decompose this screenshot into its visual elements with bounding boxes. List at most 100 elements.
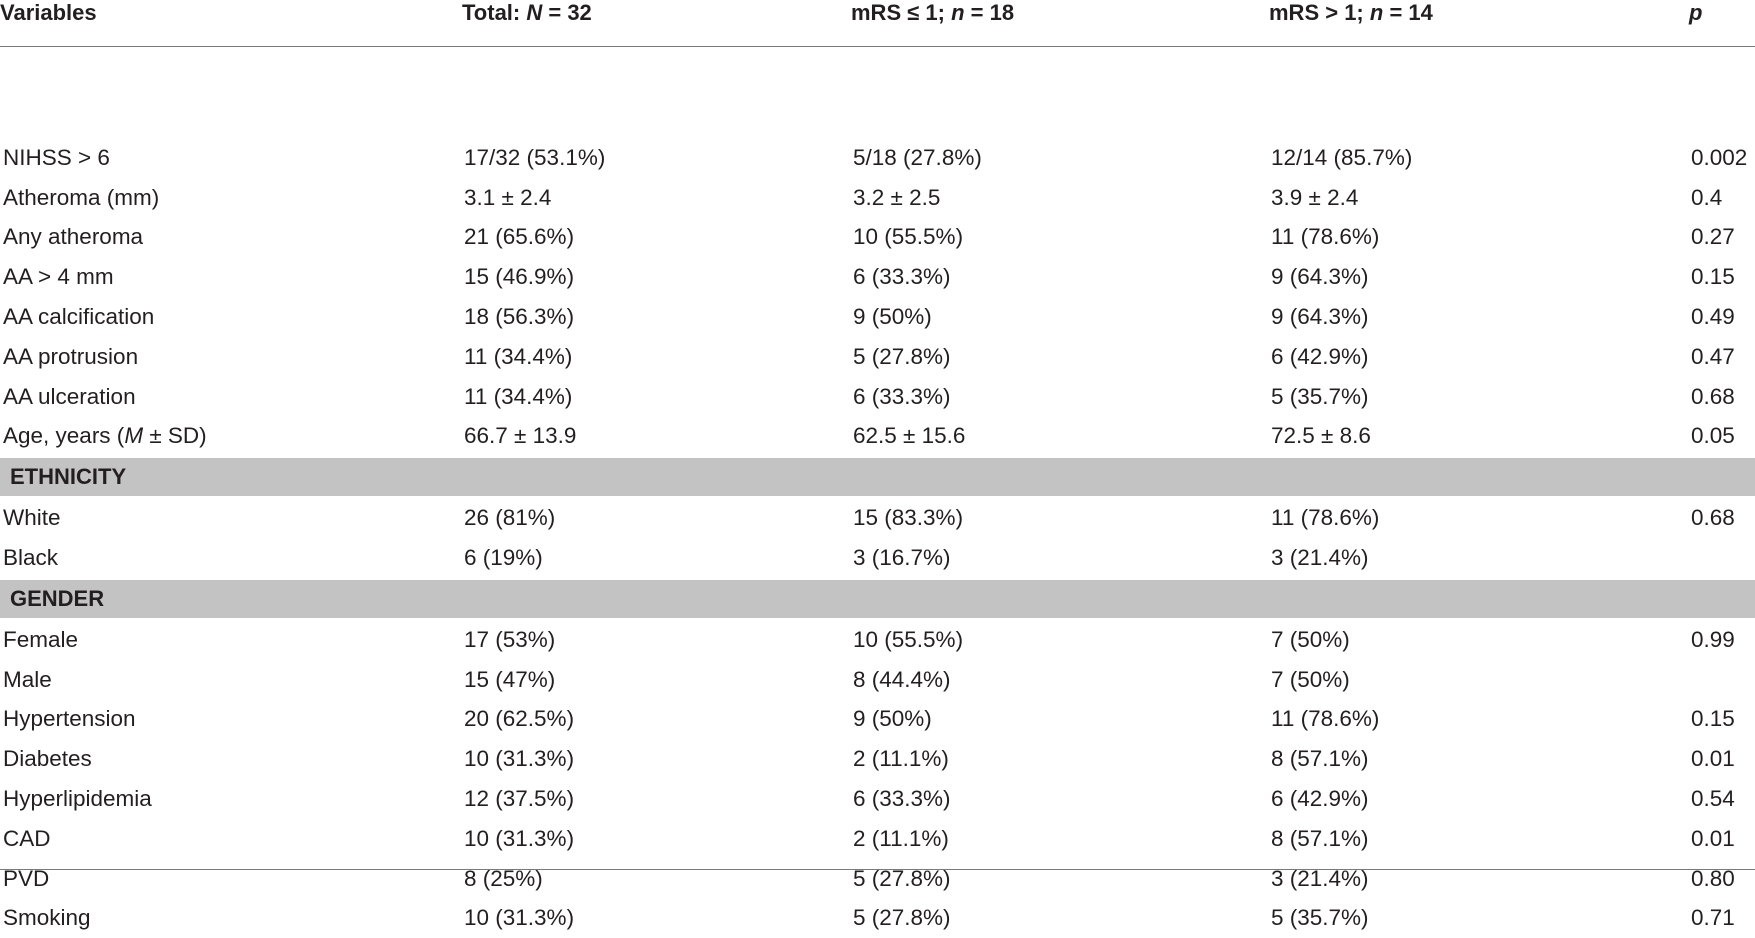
cell-mrs-le1: 6 (33.3%) xyxy=(853,264,951,290)
cell-p-value: 0.15 xyxy=(1691,264,1735,290)
cell-mrs-gt1: 12/14 (85.7%) xyxy=(1271,144,1413,170)
cell-total: 12 (37.5%) xyxy=(464,786,575,812)
cell-variable: Female xyxy=(3,626,79,652)
cell-total: 11 (34.4%) xyxy=(464,343,573,369)
cell-p-value: 0.80 xyxy=(1691,865,1735,891)
cell-mrs-gt1: 8 (57.1%) xyxy=(1271,746,1369,772)
cell-mrs-gt1: 5 (35.7%) xyxy=(1271,905,1369,931)
section-header-gender: GENDER xyxy=(0,577,1755,620)
cell-mrs-gt1: 3 (21.4%) xyxy=(1271,865,1369,891)
table-body-gender: Female 17 (53%) 10 (55.5%) 7 (50%) 0.99 Male 1… xyxy=(0,619,1755,938)
table-body-top: NIHSS > 6 17/32 (53.1%) 5/18 (27.8%) 12/14 … xyxy=(0,138,1755,457)
section-ethnicity-body: ETHNICITY xyxy=(0,456,1755,499)
cell-total: 3.1 ± 2.4 xyxy=(464,184,552,210)
header-total: Total: N = 32 xyxy=(462,0,592,25)
cell-p-value: 0.49 xyxy=(1691,304,1735,330)
cell-variable: Age, years (M ± SD) xyxy=(3,423,207,449)
table-row: Black 6 (19%) 3 (16.7%) 3 (21.4%) xyxy=(0,538,1755,579)
header-divider xyxy=(0,45,1755,92)
table-row: Any atheroma 21 (65.6%) 10 (55.5%) 11 (78.6… xyxy=(0,218,1755,258)
table-row: Smoking 10 (31.3%) 5 (27.8%) 5 (35.7%) 0.71 xyxy=(0,899,1755,938)
cell-variable: Any atheroma xyxy=(3,224,144,250)
cell-mrs-gt1: 3 (21.4%) xyxy=(1271,545,1369,571)
cell-mrs-le1: 10 (55.5%) xyxy=(853,626,964,652)
cell-mrs-gt1: 72.5 ± 8.6 xyxy=(1271,423,1371,449)
cell-p-value: 0.68 xyxy=(1691,383,1735,409)
cell-mrs-gt1: 7 (50%) xyxy=(1271,626,1350,652)
cell-mrs-le1: 15 (83.3%) xyxy=(853,505,964,531)
table-row: AA protrusion 11 (34.4%) 5 (27.8%) 6 (42.9%… xyxy=(0,337,1755,377)
cell-mrs-le1: 62.5 ± 15.6 xyxy=(853,423,966,449)
cell-mrs-gt1: 11 (78.6%) xyxy=(1271,706,1380,732)
table-row: AA ulceration 11 (34.4%) 6 (33.3%) 5 (35.7%… xyxy=(0,377,1755,417)
cell-mrs-gt1: 8 (57.1%) xyxy=(1271,825,1369,851)
cell-mrs-le1: 2 (11.1%) xyxy=(853,825,949,851)
cell-mrs-gt1: 3.9 ± 2.4 xyxy=(1271,184,1359,210)
header-row: Variables Total: N = 32 mRS ≤ 1; n = 18 … xyxy=(0,0,1755,46)
cell-mrs-gt1: 5 (35.7%) xyxy=(1271,383,1369,409)
cell-p-value: 0.99 xyxy=(1691,626,1735,652)
cell-mrs-le1: 5/18 (27.8%) xyxy=(853,144,982,170)
cell-mrs-gt1: 9 (64.3%) xyxy=(1271,264,1369,290)
cell-mrs-gt1: 6 (42.9%) xyxy=(1271,343,1369,369)
table-row: AA > 4 mm 15 (46.9%) 6 (33.3%) 9 (64.3%) 0.1… xyxy=(0,257,1755,297)
cell-mrs-le1: 6 (33.3%) xyxy=(853,383,951,409)
cell-mrs-le1: 3 (16.7%) xyxy=(853,545,951,571)
table-bottom-rule xyxy=(0,869,1755,870)
cell-total: 17/32 (53.1%) xyxy=(464,144,606,170)
cell-mrs-le1: 5 (27.8%) xyxy=(853,865,951,891)
cell-total: 15 (47%) xyxy=(464,666,556,692)
cell-variable: CAD xyxy=(3,825,51,851)
cell-variable: White xyxy=(3,505,61,531)
cell-mrs-gt1: 9 (64.3%) xyxy=(1271,304,1369,330)
cell-variable: Hyperlipidemia xyxy=(3,786,152,812)
cell-total: 18 (56.3%) xyxy=(464,304,575,330)
table-row: AA calcification 18 (56.3%) 9 (50%) 9 (64.3… xyxy=(0,297,1755,337)
cell-p-value xyxy=(1687,538,1755,579)
cell-mrs-gt1: 7 (50%) xyxy=(1271,666,1350,692)
table-row: Male 15 (47%) 8 (44.4%) 7 (50%) xyxy=(0,660,1755,700)
table-row: PVD 8 (25%) 5 (27.8%) 3 (21.4%) 0.80 xyxy=(0,859,1755,899)
table-row: CAD 10 (31.3%) 2 (11.1%) 8 (57.1%) 0.01 xyxy=(0,819,1755,859)
cell-variable: PVD xyxy=(3,865,50,891)
cell-total: 10 (31.3%) xyxy=(464,746,575,772)
cell-total: 66.7 ± 13.9 xyxy=(464,423,577,449)
table-row: Female 17 (53%) 10 (55.5%) 7 (50%) 0.99 xyxy=(0,619,1755,660)
cell-variable: Smoking xyxy=(3,905,91,931)
section-gender-body: GENDER xyxy=(0,577,1755,620)
table-body-ethnicity: White 26 (81%) 15 (83.3%) 11 (78.6%) 0.68 Bla… xyxy=(0,497,1755,579)
cell-mrs-le1: 2 (11.1%) xyxy=(853,746,949,772)
cell-p-value: 0.4 xyxy=(1691,184,1723,210)
table-row: White 26 (81%) 15 (83.3%) 11 (78.6%) 0.68 xyxy=(0,497,1755,538)
cell-variable: Atheroma (mm) xyxy=(3,184,160,210)
cell-total: 21 (65.6%) xyxy=(464,224,575,250)
cell-p-value: 0.01 xyxy=(1691,746,1735,772)
cell-p-value: 0.27 xyxy=(1691,224,1735,250)
header-mrs-le1: mRS ≤ 1; n = 18 xyxy=(851,0,1015,25)
header-p: p xyxy=(1689,0,1703,25)
cell-p-value: 0.71 xyxy=(1691,905,1735,931)
cell-total: 8 (25%) xyxy=(464,865,543,891)
table-row: Hypertension 20 (62.5%) 9 (50%) 11 (78.6%) 0… xyxy=(0,700,1755,740)
cell-variable: Hypertension xyxy=(3,706,136,732)
cell-mrs-le1: 9 (50%) xyxy=(853,304,932,330)
cell-mrs-le1: 8 (44.4%) xyxy=(853,666,951,692)
cell-variable: Male xyxy=(3,666,52,692)
section-header-ethnicity: ETHNICITY xyxy=(0,456,1755,499)
cell-total: 20 (62.5%) xyxy=(464,706,575,732)
cell-mrs-le1: 6 (33.3%) xyxy=(853,786,951,812)
cell-mrs-le1: 5 (27.8%) xyxy=(853,343,951,369)
cell-p-value: 0.15 xyxy=(1691,706,1735,732)
section-label-gender: GENDER xyxy=(0,577,1755,620)
cell-mrs-le1: 3.2 ± 2.5 xyxy=(853,184,941,210)
cell-total: 15 (46.9%) xyxy=(464,264,575,290)
cell-variable: Black xyxy=(3,545,59,571)
table-row: NIHSS > 6 17/32 (53.1%) 5/18 (27.8%) 12/14 … xyxy=(0,138,1755,178)
cell-p-value: 0.54 xyxy=(1691,786,1735,812)
table-row: Hyperlipidemia 12 (37.5%) 6 (33.3%) 6 (42.9… xyxy=(0,779,1755,819)
cell-p-value: 0.68 xyxy=(1691,505,1735,531)
cell-variable: AA calcification xyxy=(3,304,155,330)
table-row: Diabetes 10 (31.3%) 2 (11.1%) 8 (57.1%) 0.01 xyxy=(0,739,1755,779)
